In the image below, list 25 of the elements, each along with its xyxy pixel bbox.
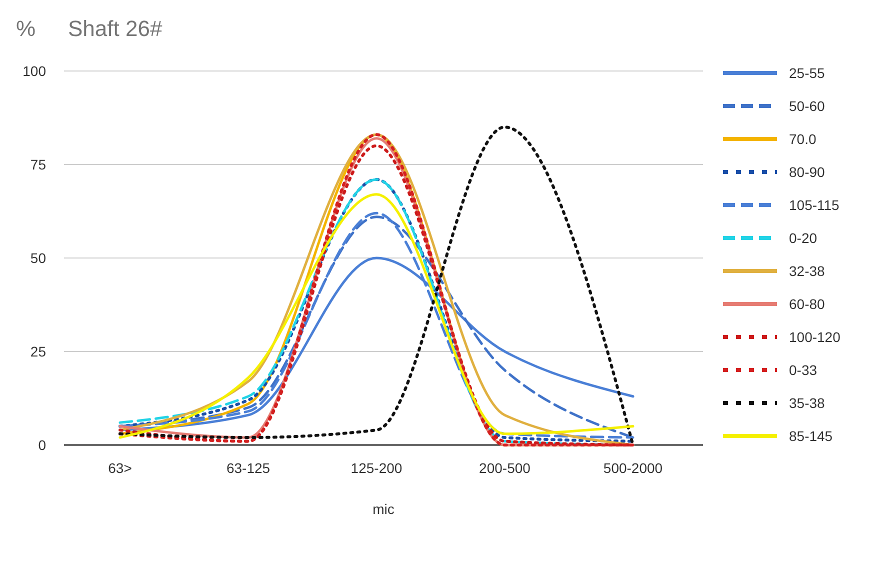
y-tick-label: 75 — [30, 156, 46, 172]
x-tick-label: 63> — [108, 460, 132, 476]
x-tick-label: 63-125 — [226, 460, 270, 476]
legend-label: 25-55 — [789, 64, 826, 81]
y-tick-label: 0 — [38, 436, 46, 453]
x-tick-label: 500-2000 — [603, 460, 663, 476]
legend-label: 85-145 — [789, 428, 833, 444]
legend-label: 105-115 — [789, 196, 840, 213]
legend-label: 0-20 — [789, 230, 818, 246]
legend-label: 0-33 — [789, 362, 818, 378]
legend-label: 80-90 — [789, 164, 826, 180]
legend-label: 70.0 — [789, 130, 816, 147]
y-tick-label: 50 — [30, 250, 46, 266]
y-tick-label: 100 — [22, 62, 46, 79]
legend-label: 32-38 — [789, 262, 826, 279]
chart-title: Shaft 26# — [68, 16, 163, 41]
y-tick-label: 25 — [30, 343, 46, 360]
x-tick-label: 200-500 — [479, 460, 531, 476]
legend-label: 100-120 — [789, 328, 841, 345]
legend-label: 35-38 — [789, 394, 826, 411]
x-axis-title: mic — [372, 501, 394, 517]
x-tick-label: 125-200 — [350, 460, 402, 476]
legend-label: 50-60 — [789, 98, 826, 114]
legend-label: 60-80 — [789, 296, 826, 312]
y-axis-title: % — [16, 16, 36, 41]
